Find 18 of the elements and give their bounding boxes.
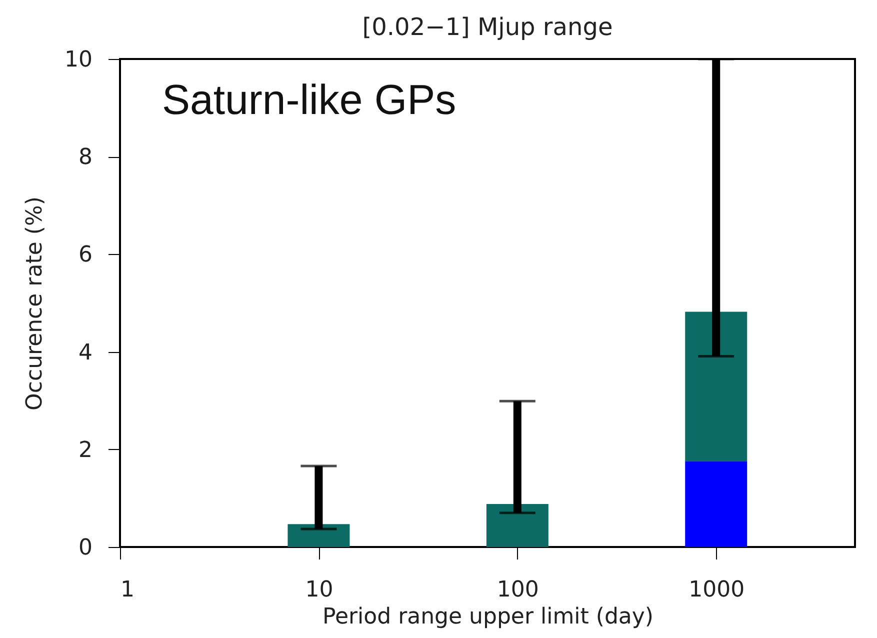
y-axis-title: Occurence rate (%) — [22, 196, 48, 410]
x-axis-title: Period range upper limit (day) — [322, 604, 654, 630]
x-tick-label: 1 — [120, 578, 134, 602]
y-tick-label: 6 — [78, 242, 92, 268]
y-tick-label: 2 — [78, 438, 92, 463]
bar — [685, 461, 748, 547]
bar — [486, 504, 548, 547]
annotation: Saturn-like GPs — [162, 76, 456, 123]
y-tick-label: 8 — [78, 145, 92, 170]
y-tick-label: 10 — [64, 48, 92, 72]
chart-title: [0.02−1] Mjup range — [362, 13, 613, 41]
x-tick-label: 10 — [305, 578, 334, 602]
y-tick-label: 4 — [78, 340, 92, 366]
bar — [288, 524, 350, 547]
bar — [685, 312, 748, 462]
x-tick-label: 100 — [496, 578, 539, 602]
x-tick-label: 1000 — [688, 578, 745, 602]
y-tick-label: 0 — [78, 536, 92, 560]
